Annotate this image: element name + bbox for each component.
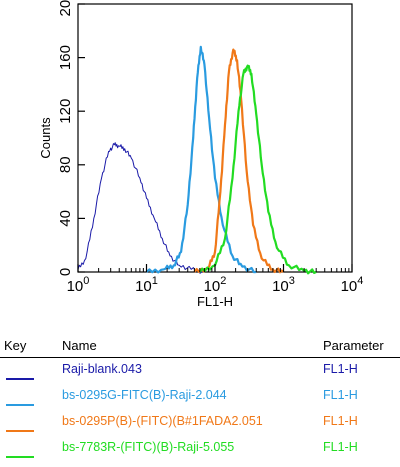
- histogram-curves: [77, 45, 317, 275]
- legend-name-header: Name: [62, 338, 97, 353]
- x-tick-label: 102: [204, 275, 227, 295]
- legend-swatch: [6, 430, 34, 432]
- legend-parameter: FL1-H: [323, 388, 358, 402]
- histogram-series-line: [145, 45, 257, 274]
- legend-parameter: FL1-H: [323, 362, 358, 376]
- histogram-series-line: [198, 64, 317, 275]
- legend-series-name: Raji-blank.043: [62, 362, 142, 376]
- x-axis-ticks: 100 101 102 103 104: [67, 264, 364, 295]
- legend-parameter: FL1-H: [323, 440, 358, 454]
- plot-frame: [77, 3, 353, 273]
- legend-series-name: bs-0295G-FITC(B)-Raji-2.044: [62, 388, 227, 402]
- legend-parameter-header: Parameter: [323, 338, 384, 353]
- legend-swatch: [6, 378, 34, 380]
- x-tick-label: 104: [341, 275, 364, 295]
- x-axis-label: FL1-H: [197, 294, 233, 309]
- legend-divider: [0, 357, 400, 358]
- x-tick-label: 100: [67, 275, 90, 295]
- histogram-series-line: [77, 142, 205, 274]
- x-tick-label: 101: [135, 275, 158, 295]
- legend-series-name: bs-0295P(B)-(FITC)(B#1FADA2.051: [62, 414, 263, 428]
- legend-row: bs-0295G-FITC(B)-Raji-2.044 FL1-H: [0, 388, 400, 412]
- legend-swatch: [6, 456, 34, 458]
- y-axis-label: Counts: [38, 117, 53, 159]
- legend-row: bs-7783R-(FITC)(B)-Raji-5.055 FL1-H: [0, 440, 400, 464]
- legend-row: bs-0295P(B)-(FITC)(B#1FADA2.051 FL1-H: [0, 414, 400, 438]
- y-tick-label: 160: [57, 45, 74, 70]
- histogram-series-line: [193, 48, 285, 274]
- legend-parameter: FL1-H: [323, 414, 358, 428]
- y-tick-label: 200: [57, 0, 74, 17]
- y-tick-label: 120: [57, 99, 74, 124]
- legend-key-header: Key: [4, 338, 27, 353]
- histogram-chart: 0 40 80 120 160 200 100 101 102 103 104 FL1-H Cou…: [38, 0, 364, 309]
- y-tick-label: 40: [57, 210, 74, 227]
- y-tick-label: 80: [57, 156, 74, 173]
- legend-swatch: [6, 404, 34, 406]
- legend-row: Raji-blank.043 FL1-H: [0, 362, 400, 386]
- y-tick-label: 0: [57, 268, 74, 276]
- legend-series-name: bs-7783R-(FITC)(B)-Raji-5.055: [62, 440, 235, 454]
- x-tick-label: 103: [272, 275, 295, 295]
- y-axis-ticks: 0 40 80 120 160 200: [57, 0, 85, 276]
